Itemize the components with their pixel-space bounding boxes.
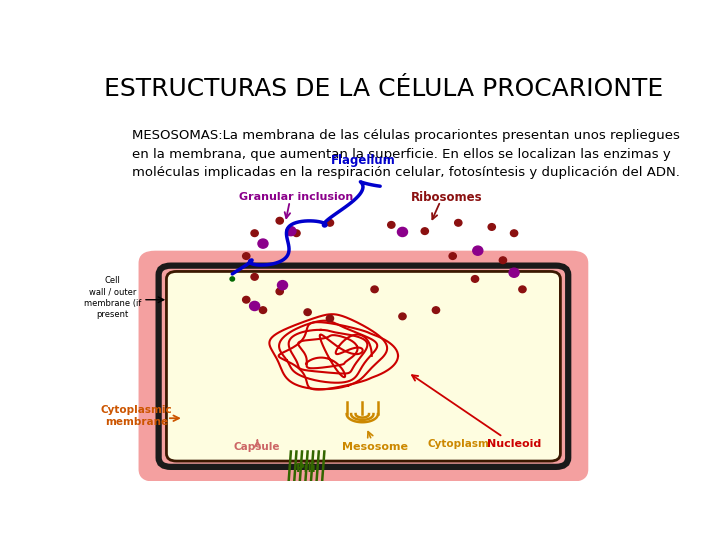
Ellipse shape	[488, 224, 495, 230]
Ellipse shape	[432, 307, 440, 313]
Ellipse shape	[421, 228, 428, 234]
Ellipse shape	[449, 253, 456, 259]
Ellipse shape	[258, 239, 268, 248]
Ellipse shape	[519, 286, 526, 293]
Text: ESTRUCTURAS DE LA CÉLULA PROCARIONTE: ESTRUCTURAS DE LA CÉLULA PROCARIONTE	[104, 77, 663, 102]
Ellipse shape	[250, 301, 260, 310]
Ellipse shape	[472, 275, 479, 282]
Ellipse shape	[286, 227, 296, 235]
Text: Granular inclusion: Granular inclusion	[239, 192, 354, 202]
Ellipse shape	[473, 246, 483, 255]
Ellipse shape	[259, 307, 266, 313]
Text: Nucleoid: Nucleoid	[487, 439, 541, 449]
Ellipse shape	[326, 315, 333, 322]
Text: Flagellum: Flagellum	[331, 154, 396, 167]
Text: Ribosomes: Ribosomes	[411, 191, 483, 204]
Ellipse shape	[251, 274, 258, 280]
Text: Capsule: Capsule	[233, 442, 279, 451]
Text: Cytoplasmic
membrane: Cytoplasmic membrane	[100, 405, 172, 427]
Ellipse shape	[509, 268, 519, 277]
Ellipse shape	[243, 253, 250, 259]
Ellipse shape	[499, 257, 507, 264]
Ellipse shape	[454, 219, 462, 226]
Ellipse shape	[397, 227, 408, 237]
Ellipse shape	[276, 218, 284, 224]
Ellipse shape	[276, 288, 284, 295]
Ellipse shape	[243, 296, 250, 303]
Ellipse shape	[230, 277, 235, 281]
Text: Mesosome: Mesosome	[341, 442, 408, 451]
Ellipse shape	[277, 281, 287, 290]
Text: Cytoplasm: Cytoplasm	[428, 439, 489, 449]
Ellipse shape	[304, 309, 311, 315]
Ellipse shape	[326, 219, 333, 226]
Ellipse shape	[510, 230, 518, 237]
FancyBboxPatch shape	[166, 272, 560, 461]
Text: Cell
wall / outer
membrane (if
present: Cell wall / outer membrane (if present	[84, 276, 141, 319]
Text: Pili: Pili	[296, 462, 317, 475]
Text: MESOSOMAS:La membrana de las células procariontes presentan unos repliegues
en l: MESOSOMAS:La membrana de las células pro…	[132, 129, 680, 179]
Ellipse shape	[293, 230, 300, 237]
Ellipse shape	[387, 221, 395, 228]
Ellipse shape	[371, 286, 378, 293]
Ellipse shape	[251, 230, 258, 237]
FancyBboxPatch shape	[138, 251, 588, 482]
Ellipse shape	[399, 313, 406, 320]
